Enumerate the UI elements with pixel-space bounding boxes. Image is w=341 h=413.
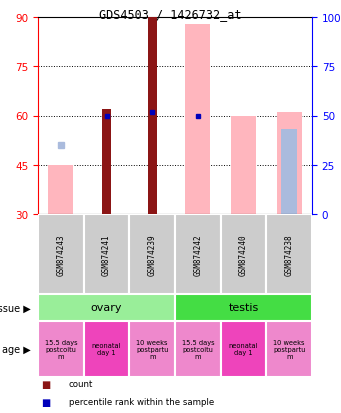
- Text: neonatal
day 1: neonatal day 1: [92, 343, 121, 356]
- Text: 15.5 days
postcoitu
m: 15.5 days postcoitu m: [45, 339, 77, 359]
- Bar: [84, 321, 129, 377]
- Bar: [38, 294, 175, 321]
- Text: tissue ▶: tissue ▶: [0, 303, 31, 313]
- Bar: [266, 321, 312, 377]
- Text: GSM874239: GSM874239: [148, 234, 157, 275]
- Bar: [231, 116, 256, 214]
- Bar: [102, 110, 111, 214]
- Bar: [129, 321, 175, 377]
- Text: ovary: ovary: [91, 303, 122, 313]
- Bar: [277, 113, 302, 214]
- Bar: [175, 321, 221, 377]
- Bar: [281, 129, 297, 214]
- Text: 15.5 days
postcoitu
m: 15.5 days postcoitu m: [181, 339, 214, 359]
- Bar: [84, 214, 129, 294]
- Bar: [185, 24, 210, 214]
- Text: age ▶: age ▶: [2, 344, 31, 354]
- Bar: [175, 294, 312, 321]
- Text: percentile rank within the sample: percentile rank within the sample: [69, 397, 214, 406]
- Text: GSM874238: GSM874238: [285, 234, 294, 275]
- Text: testis: testis: [228, 303, 258, 313]
- Bar: [148, 18, 157, 214]
- Text: GDS4503 / 1426732_at: GDS4503 / 1426732_at: [99, 8, 242, 21]
- Text: GSM874243: GSM874243: [56, 234, 65, 275]
- Bar: [266, 214, 312, 294]
- Text: count: count: [69, 379, 93, 388]
- Bar: [221, 321, 266, 377]
- Text: GSM874242: GSM874242: [193, 234, 202, 275]
- Text: 10 weeks
postpartu
m: 10 weeks postpartu m: [136, 339, 168, 359]
- Bar: [38, 321, 84, 377]
- Text: 10 weeks
postpartu
m: 10 weeks postpartu m: [273, 339, 305, 359]
- Text: neonatal
day 1: neonatal day 1: [229, 343, 258, 356]
- Bar: [129, 214, 175, 294]
- Text: GSM874241: GSM874241: [102, 234, 111, 275]
- Text: GSM874240: GSM874240: [239, 234, 248, 275]
- Bar: [48, 165, 73, 214]
- Text: ■: ■: [41, 379, 51, 389]
- Bar: [175, 214, 221, 294]
- Text: ■: ■: [41, 397, 51, 407]
- Bar: [38, 214, 84, 294]
- Bar: [221, 214, 266, 294]
